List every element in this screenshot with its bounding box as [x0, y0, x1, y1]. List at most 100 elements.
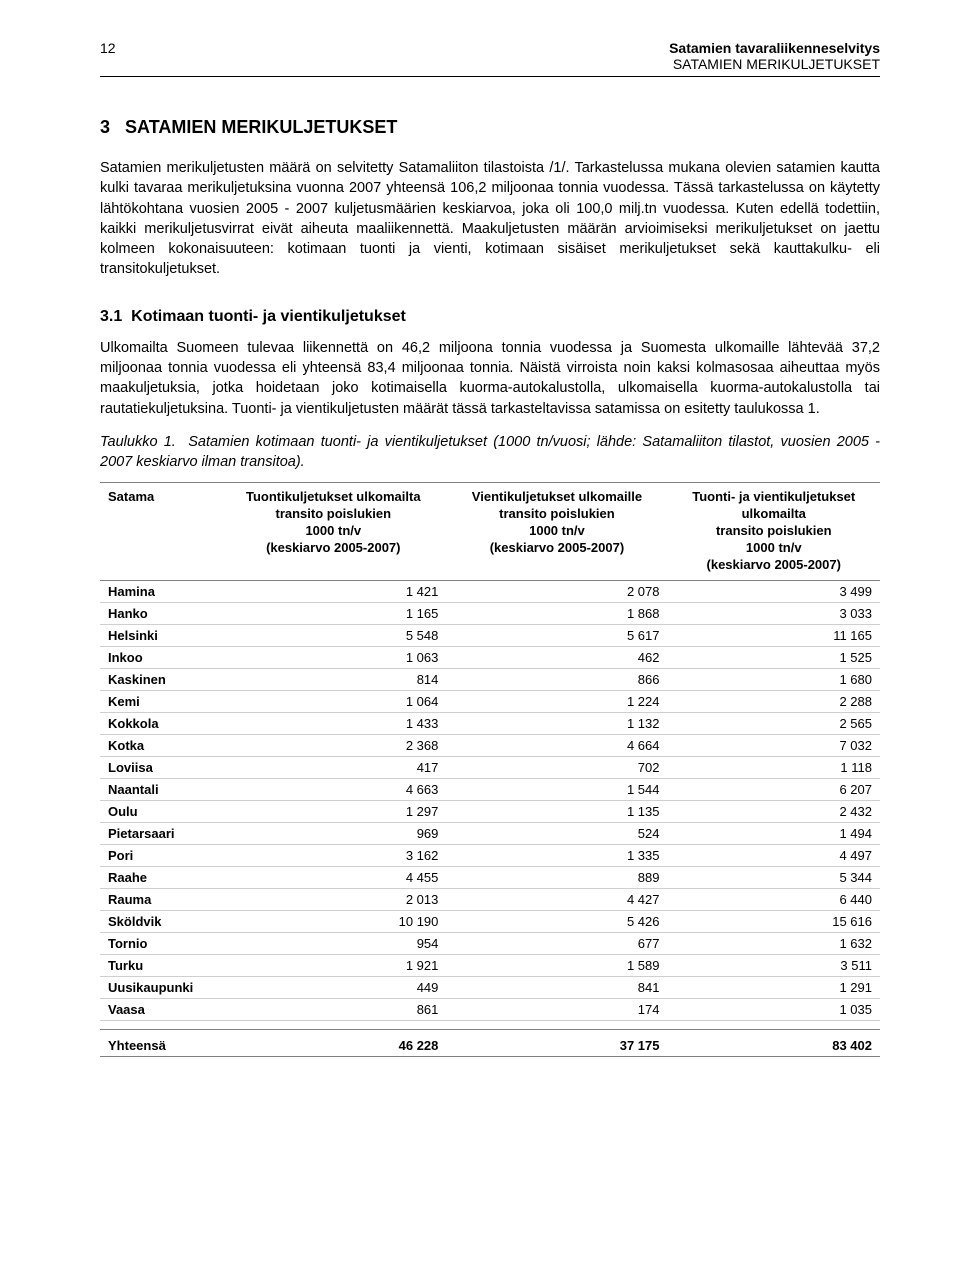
row-value: 2 565 — [667, 712, 880, 734]
row-value: 6 440 — [667, 888, 880, 910]
table-row: Kotka2 3684 6647 032 — [100, 734, 880, 756]
total-value: 46 228 — [220, 1029, 446, 1056]
row-port-name: Tornio — [100, 932, 220, 954]
table-header-row: SatamaTuontikuljetukset ulkomailtatransi… — [100, 483, 880, 580]
row-value: 954 — [220, 932, 446, 954]
row-value: 4 497 — [667, 844, 880, 866]
row-value: 2 078 — [446, 580, 667, 602]
table-caption: Taulukko 1. Satamien kotimaan tuonti- ja… — [100, 433, 880, 472]
table-caption-text: Satamien kotimaan tuonti- ja vientikulje… — [100, 434, 880, 470]
row-port-name: Pori — [100, 844, 220, 866]
row-value: 969 — [220, 822, 446, 844]
row-value: 15 616 — [667, 910, 880, 932]
page-number: 12 — [100, 40, 116, 56]
table-column-header: Satama — [100, 483, 220, 580]
table-row: Inkoo1 0634621 525 — [100, 646, 880, 668]
header-rule — [100, 76, 880, 77]
row-value: 1 632 — [667, 932, 880, 954]
row-value: 462 — [446, 646, 667, 668]
section-number: 3 — [100, 117, 110, 137]
total-value: 37 175 — [446, 1029, 667, 1056]
section-title: SATAMIEN MERIKULJETUKSET — [125, 117, 397, 137]
header-subtitle: SATAMIEN MERIKULJETUKSET — [669, 56, 880, 72]
row-port-name: Sköldvik — [100, 910, 220, 932]
row-value: 1 589 — [446, 954, 667, 976]
table-row: Naantali4 6631 5446 207 — [100, 778, 880, 800]
row-value: 417 — [220, 756, 446, 778]
page-header: 12 Satamien tavaraliikenneselvitys SATAM… — [100, 40, 880, 72]
row-value: 1 680 — [667, 668, 880, 690]
row-value: 1 135 — [446, 800, 667, 822]
table-column-header: Vientikuljetukset ulkomailletransito poi… — [446, 483, 667, 580]
row-value: 866 — [446, 668, 667, 690]
row-value: 2 013 — [220, 888, 446, 910]
row-port-name: Vaasa — [100, 998, 220, 1020]
row-value: 3 511 — [667, 954, 880, 976]
table-row: Loviisa4177021 118 — [100, 756, 880, 778]
table-row: Rauma2 0134 4276 440 — [100, 888, 880, 910]
row-port-name: Kotka — [100, 734, 220, 756]
table-row: Helsinki5 5485 61711 165 — [100, 624, 880, 646]
row-value: 1 118 — [667, 756, 880, 778]
table-row: Uusikaupunki4498411 291 — [100, 976, 880, 998]
row-value: 524 — [446, 822, 667, 844]
total-label: Yhteensä — [100, 1029, 220, 1056]
header-title: Satamien tavaraliikenneselvitys — [669, 40, 880, 56]
table-row: Kemi1 0641 2242 288 — [100, 690, 880, 712]
row-value: 1 868 — [446, 602, 667, 624]
table-caption-label: Taulukko 1. — [100, 434, 176, 450]
row-value: 4 663 — [220, 778, 446, 800]
row-value: 2 368 — [220, 734, 446, 756]
subsection-number: 3.1 — [100, 308, 122, 325]
row-value: 814 — [220, 668, 446, 690]
row-value: 1 494 — [667, 822, 880, 844]
row-value: 889 — [446, 866, 667, 888]
table-spacer — [100, 1020, 880, 1029]
row-value: 11 165 — [667, 624, 880, 646]
row-value: 1 291 — [667, 976, 880, 998]
row-value: 1 063 — [220, 646, 446, 668]
row-value: 4 455 — [220, 866, 446, 888]
table-row: Hanko1 1651 8683 033 — [100, 602, 880, 624]
table-column-header: Tuonti- ja vientikuljetuksetulkomailtatr… — [667, 483, 880, 580]
row-value: 3 499 — [667, 580, 880, 602]
row-value: 2 432 — [667, 800, 880, 822]
row-value: 6 207 — [667, 778, 880, 800]
row-port-name: Kokkola — [100, 712, 220, 734]
header-right-block: Satamien tavaraliikenneselvitys SATAMIEN… — [669, 40, 880, 72]
row-value: 1 433 — [220, 712, 446, 734]
row-port-name: Kemi — [100, 690, 220, 712]
table-body: Hamina1 4212 0783 499Hanko1 1651 8683 03… — [100, 580, 880, 1056]
row-value: 1 064 — [220, 690, 446, 712]
row-value: 4 664 — [446, 734, 667, 756]
total-value: 83 402 — [667, 1029, 880, 1056]
row-value: 7 032 — [667, 734, 880, 756]
row-value: 1 421 — [220, 580, 446, 602]
row-port-name: Hamina — [100, 580, 220, 602]
row-value: 841 — [446, 976, 667, 998]
table-row: Raahe4 4558895 344 — [100, 866, 880, 888]
table-total-row: Yhteensä46 22837 17583 402 — [100, 1029, 880, 1056]
table-row: Kaskinen8148661 680 — [100, 668, 880, 690]
row-value: 3 162 — [220, 844, 446, 866]
paragraph-2: Ulkomailta Suomeen tulevaa liikennettä o… — [100, 338, 880, 419]
table-column-header: Tuontikuljetukset ulkomailtatransito poi… — [220, 483, 446, 580]
row-value: 1 335 — [446, 844, 667, 866]
table-row: Hamina1 4212 0783 499 — [100, 580, 880, 602]
table-row: Oulu1 2971 1352 432 — [100, 800, 880, 822]
row-port-name: Uusikaupunki — [100, 976, 220, 998]
row-value: 5 548 — [220, 624, 446, 646]
subsection-heading: 3.1 Kotimaan tuonti- ja vientikuljetukse… — [100, 308, 880, 326]
row-value: 2 288 — [667, 690, 880, 712]
row-value: 1 132 — [446, 712, 667, 734]
row-value: 10 190 — [220, 910, 446, 932]
table-row: Turku1 9211 5893 511 — [100, 954, 880, 976]
row-value: 1 544 — [446, 778, 667, 800]
row-value: 1 224 — [446, 690, 667, 712]
row-value: 1 035 — [667, 998, 880, 1020]
row-port-name: Raahe — [100, 866, 220, 888]
row-value: 4 427 — [446, 888, 667, 910]
table-row: Pori3 1621 3354 497 — [100, 844, 880, 866]
table-row: Sköldvik10 1905 42615 616 — [100, 910, 880, 932]
table-row: Vaasa8611741 035 — [100, 998, 880, 1020]
